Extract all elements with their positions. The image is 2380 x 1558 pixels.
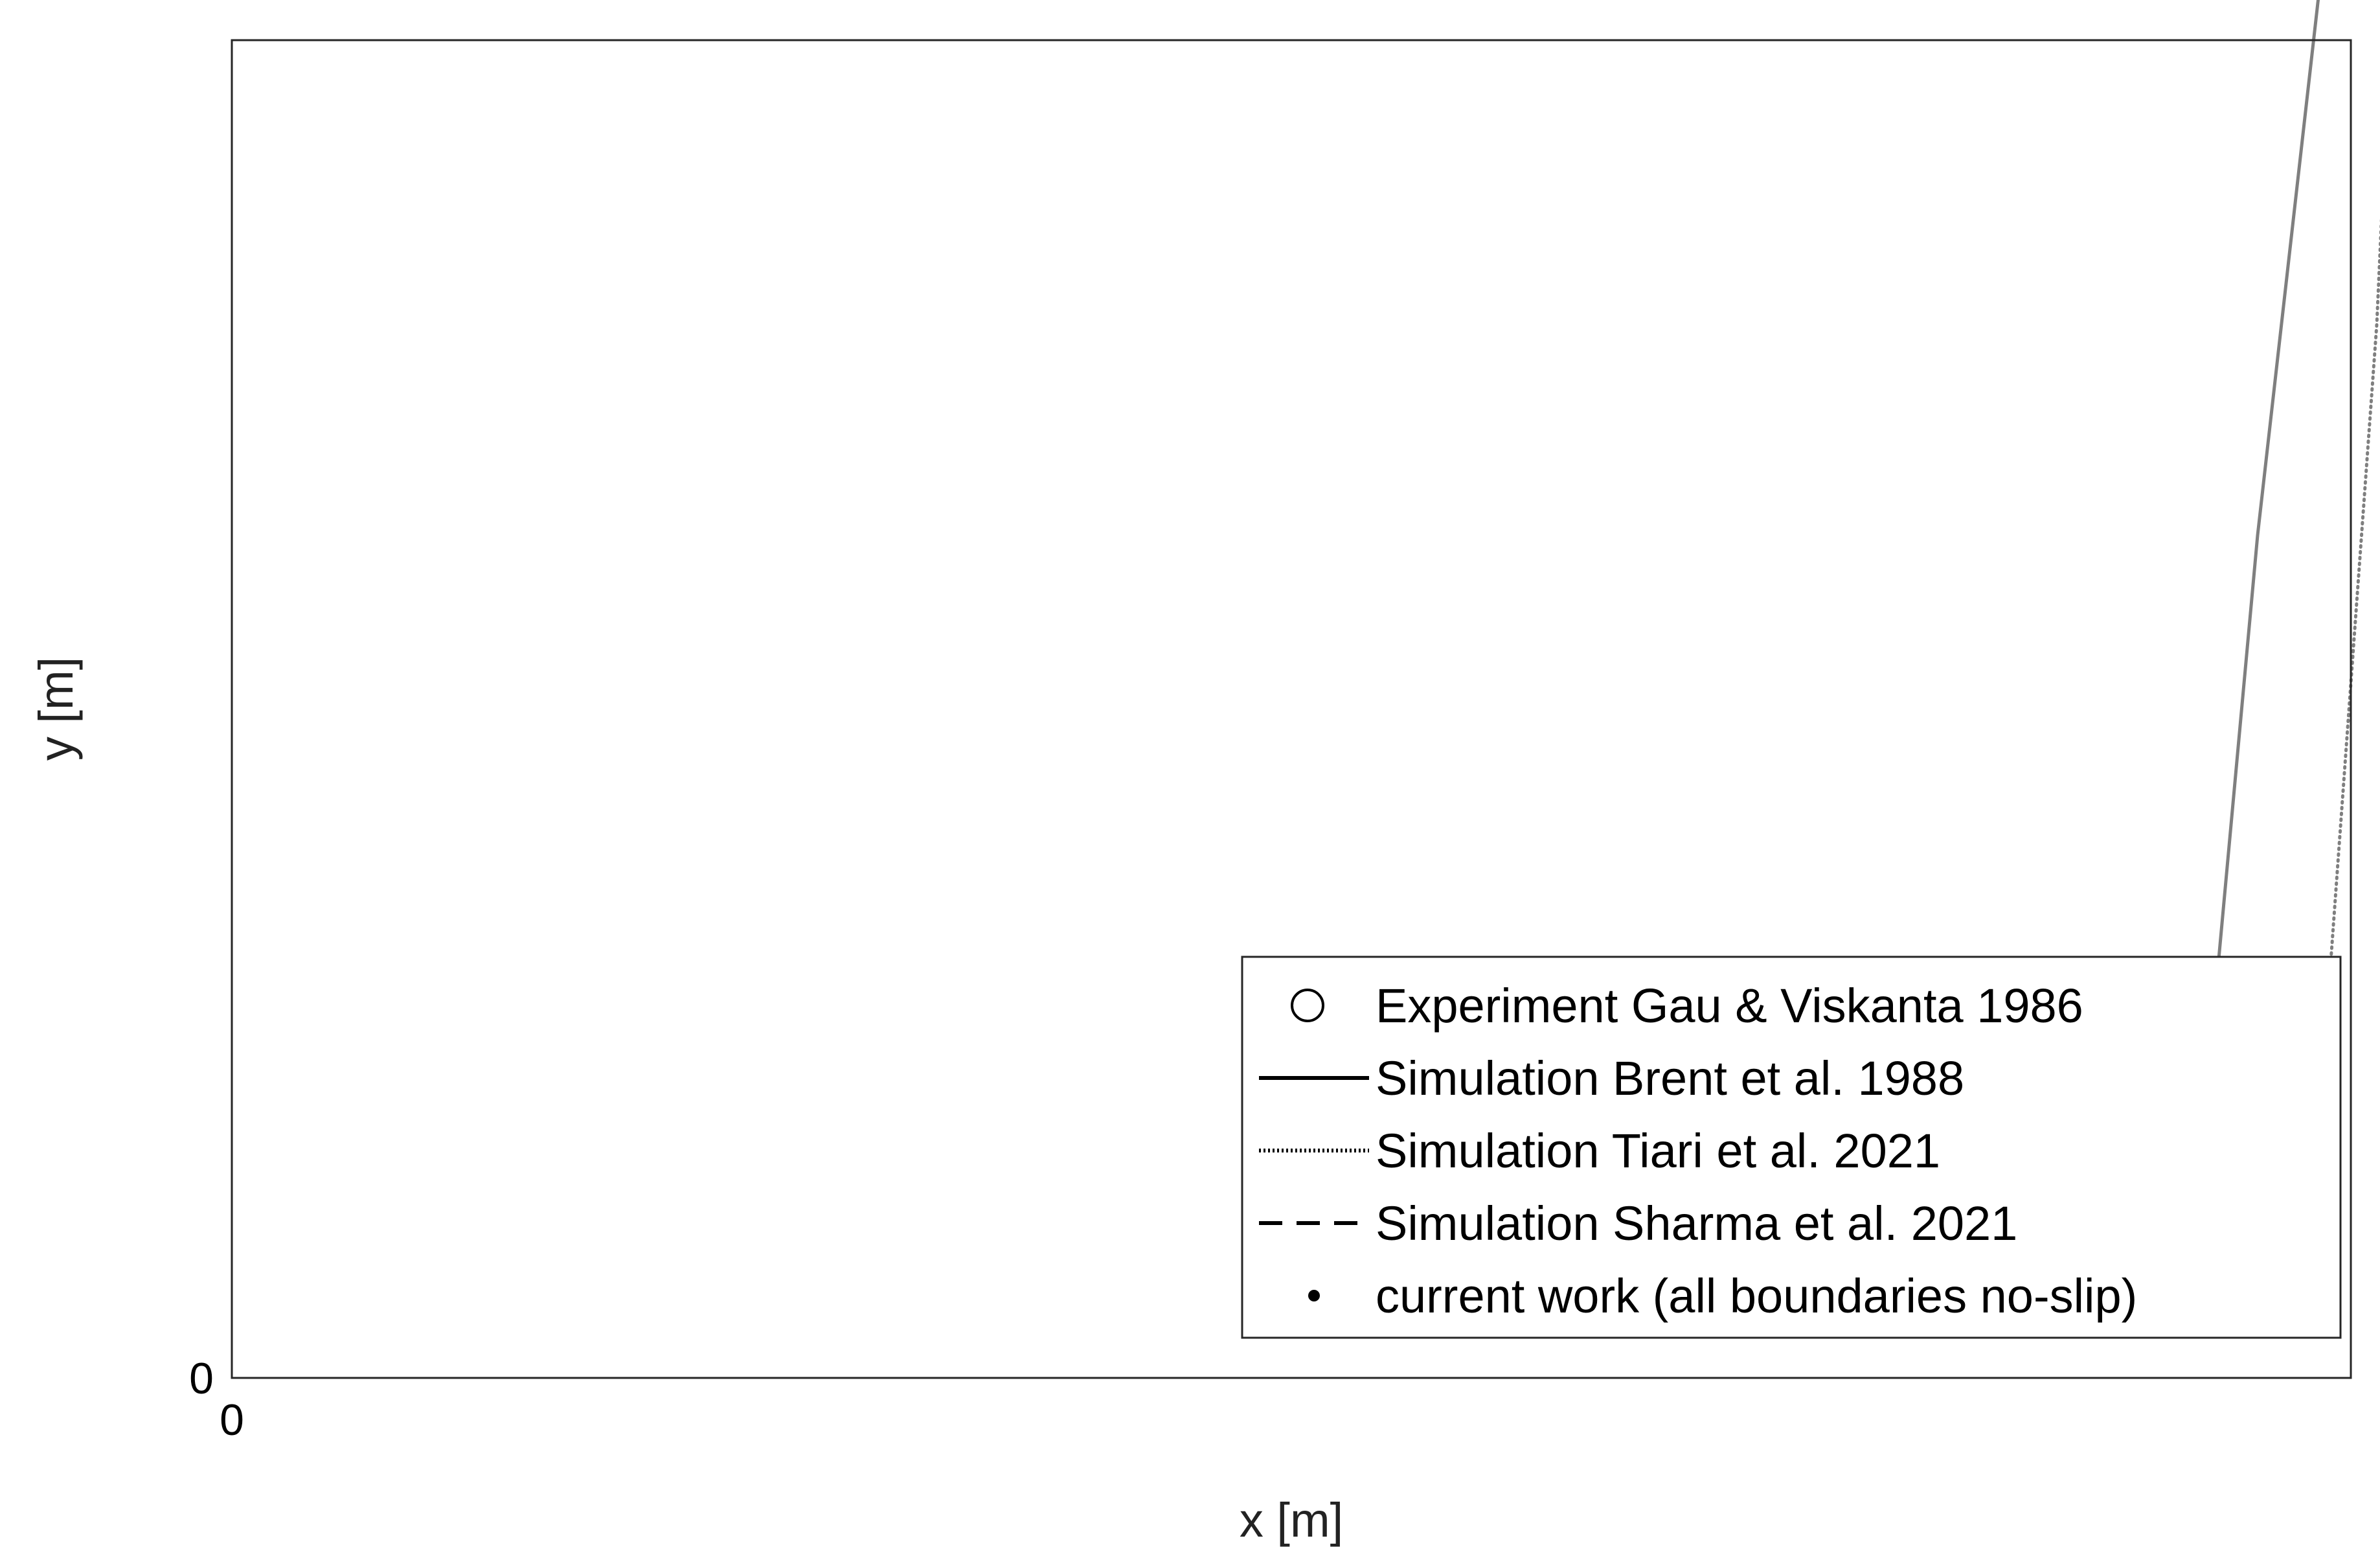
legend-label-tiari: Simulation Tiari et al. 2021 — [1376, 1124, 1940, 1178]
legend-marker-current — [1308, 1290, 1320, 1301]
x-axis-label: x [m] — [1240, 1493, 1343, 1547]
legend-label-experiment: Experiment Gau & Viskanta 1986 — [1376, 979, 2083, 1033]
legend-label-current: current work (all boundaries no-slip) — [1376, 1269, 2137, 1323]
legend-label-brent: Simulation Brent et al. 1988 — [1376, 1051, 1964, 1105]
y-tick-label: 0 — [189, 1354, 214, 1403]
legend-label-sharma: Simulation Sharma et al. 2021 — [1376, 1197, 2017, 1250]
legend: Experiment Gau & Viskanta 1986 Simulatio… — [1242, 957, 2340, 1338]
x-tick-label: 0 — [220, 1395, 244, 1445]
y-axis-label: y [m] — [29, 657, 83, 761]
